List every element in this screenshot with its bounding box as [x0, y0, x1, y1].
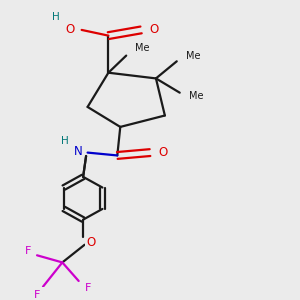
Text: F: F	[25, 246, 31, 256]
Text: O: O	[66, 23, 75, 36]
Text: O: O	[150, 23, 159, 36]
Text: Me: Me	[189, 91, 203, 100]
Text: H: H	[61, 136, 69, 146]
Text: Me: Me	[135, 44, 150, 53]
Text: Me: Me	[186, 51, 200, 61]
Text: H: H	[52, 12, 60, 22]
Text: O: O	[86, 236, 95, 249]
Text: N: N	[74, 145, 82, 158]
Text: O: O	[159, 146, 168, 159]
Text: F: F	[34, 290, 40, 300]
Text: F: F	[84, 283, 91, 293]
